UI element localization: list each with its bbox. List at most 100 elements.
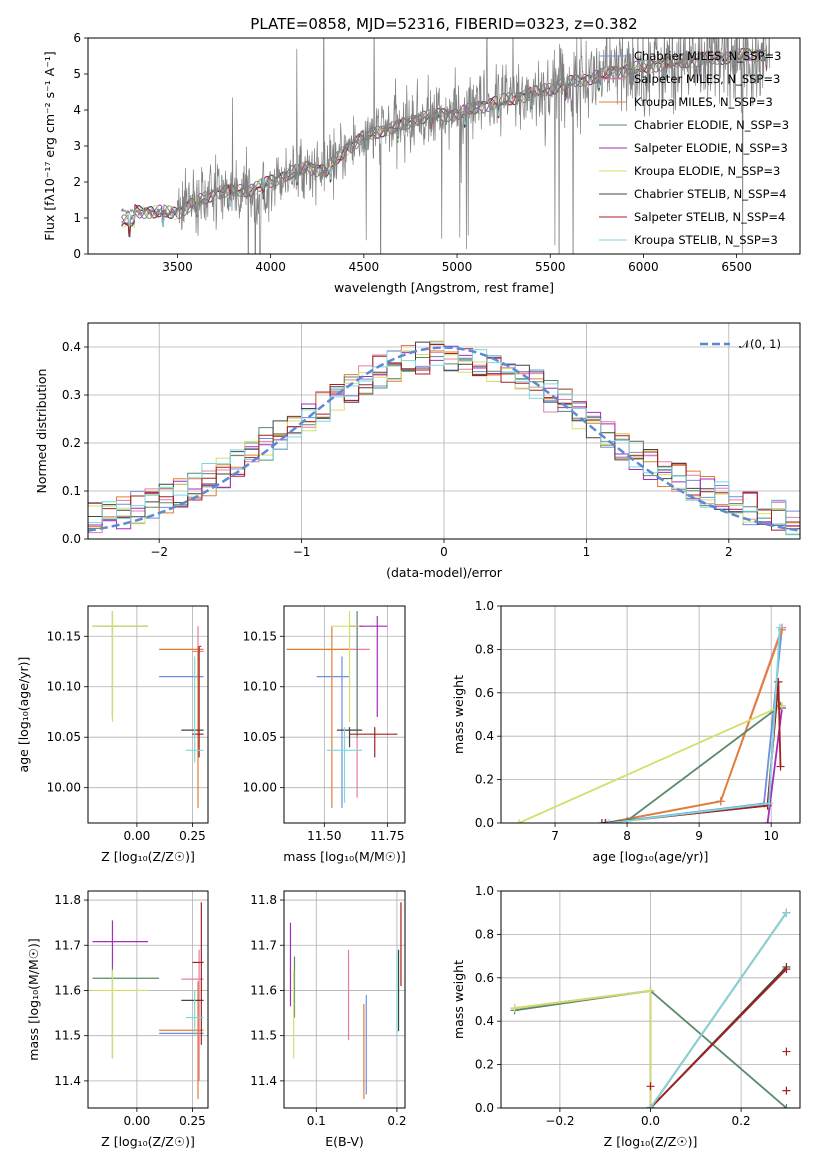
x-tick-label: 0.1 — [307, 1114, 326, 1128]
legend-label: 𝒩(0, 1) — [739, 337, 781, 351]
weight-marker — [782, 1086, 791, 1095]
histograms — [88, 340, 800, 536]
y-tick-label: 0.8 — [475, 642, 494, 656]
weight-line-5 — [518, 704, 783, 823]
ebv-mass-panel: 0.1 0.2 11.4 11.5 11.6 11.7 11.8 E(B-V) — [250, 890, 406, 1149]
y-tick-label: 10.05 — [243, 730, 277, 744]
y-tick-label: 0 — [73, 247, 81, 261]
y-tick-label: 0.4 — [475, 729, 494, 743]
chart-title: PLATE=0858, MJD=52316, FIBERID=0323, z=0… — [250, 15, 637, 33]
x-tick-label: 0.0 — [641, 1114, 660, 1128]
y-tick-label: 0.2 — [62, 436, 81, 450]
y-tick-label: 10.10 — [47, 680, 81, 694]
y-tick-label: 0.6 — [475, 686, 494, 700]
y-tick-label: 0.4 — [62, 340, 81, 354]
y-tick-label: 11.5 — [54, 1029, 81, 1043]
z-age-panel: 0.00 0.25 10.00 10.05 10.10 10.15 Z [log₁₀(Z/Z… — [16, 605, 209, 864]
y-tick-label: 0.6 — [475, 971, 494, 985]
legend-label: Kroupa ELODIE, N_SSP=3 — [634, 164, 780, 178]
weight-marker — [763, 819, 772, 823]
legend-label: Salpeter MILES, N_SSP=3 — [634, 72, 780, 86]
axes-frame — [500, 605, 801, 824]
y-tick-label: 0.4 — [475, 1014, 494, 1028]
z-massweight-panel: −0.2 0.0 0.2 0.0 0.2 0.4 0.6 0.8 1.0 Z [log₁₀(Z/Z… — [451, 884, 801, 1149]
x-tick-label: 11.75 — [370, 829, 404, 843]
y-tick-label: 10.05 — [47, 730, 81, 744]
y-tick-label: 11.4 — [250, 1074, 277, 1088]
y-tick-label: 11.6 — [250, 983, 277, 997]
y-tick-label: 11.4 — [54, 1074, 81, 1088]
y-axis-label: mass weight — [451, 960, 466, 1039]
weight-line-8 — [649, 912, 788, 1108]
weight-marker — [605, 819, 614, 823]
axes-frame — [500, 890, 801, 1109]
x-tick-label: 0.25 — [179, 829, 206, 843]
y-tick-label: 10.15 — [243, 629, 277, 643]
errorbars — [286, 611, 398, 808]
y-tick-label: 5 — [73, 67, 81, 81]
x-axis-label: Z [log₁₀(Z/Z☉)] — [101, 1134, 195, 1149]
axes-frame — [283, 605, 406, 824]
y-axis-label: Normed distribution — [34, 369, 49, 494]
x-tick-label: 2 — [725, 545, 733, 559]
x-tick-label: 10 — [764, 829, 779, 843]
axes-frame — [87, 890, 209, 1109]
histogram-8 — [88, 346, 800, 536]
x-axis-label: E(B-V) — [325, 1134, 364, 1149]
weight-marker — [782, 965, 791, 974]
x-axis-label: Z [log₁₀(Z/Z☉)] — [101, 849, 195, 864]
weight-marker — [716, 797, 725, 806]
weight-marker — [515, 819, 524, 823]
y-tick-label: 1 — [73, 211, 81, 225]
weight-line-3 — [626, 705, 782, 822]
mass-age-panel: 11.50 11.75 10.00 10.05 10.10 10.15 mass [log₁… — [243, 605, 406, 864]
y-tick-label: 0.0 — [475, 1101, 494, 1115]
x-tick-label: 0.00 — [124, 1114, 151, 1128]
x-tick-label: 7 — [551, 829, 559, 843]
y-axis-label: mass [log₁₀(M/M☉)] — [26, 938, 41, 1060]
x-tick-label: 0.00 — [124, 829, 151, 843]
weight-marker — [782, 908, 791, 917]
z-mass-panel: 0.00 0.25 11.4 11.5 11.6 11.7 11.8 Z [log₁₀(Z/Z… — [26, 890, 209, 1149]
normal-curve — [88, 346, 800, 532]
x-axis-label: age [log₁₀(age/yr)] — [593, 849, 709, 864]
y-tick-label: 10.00 — [243, 781, 277, 795]
legend-label: Chabrier ELODIE, N_SSP=3 — [634, 118, 789, 132]
y-axis-label: mass weight — [451, 675, 466, 754]
weight-marker — [597, 819, 606, 823]
x-tick-label: 8 — [623, 829, 631, 843]
weight-line-4 — [514, 989, 652, 1108]
y-tick-label: 0.0 — [475, 816, 494, 830]
weight-marker — [782, 1104, 791, 1108]
y-tick-label: 1.0 — [475, 884, 494, 898]
legend-label: Chabrier STELIB, N_SSP=4 — [634, 187, 786, 201]
y-tick-label: 3 — [73, 139, 81, 153]
axes-frame — [87, 37, 801, 255]
weight-marker — [646, 1104, 655, 1108]
y-tick-label: 11.7 — [54, 938, 81, 952]
model-lines — [121, 38, 771, 254]
legend-label: Salpeter STELIB, N_SSP=4 — [634, 210, 785, 224]
legend: Chabrier MILES, N_SSP=3 Salpeter MILES, N… — [599, 49, 789, 247]
age-massweight-panel: 7 8 9 10 0.0 0.2 0.4 0.6 0.8 1.0 age [log₁₀(age/yr… — [451, 599, 801, 864]
residuals-panel: −2 −1 0 1 2 0.0 0.1 0.2 0.3 0.4 (data-model)/error… — [34, 322, 801, 580]
x-tick-label: 3500 — [162, 260, 193, 274]
y-axis-label: age [log₁₀(age/yr)] — [16, 657, 31, 773]
y-tick-label: 6 — [73, 31, 81, 45]
y-tick-label: 11.6 — [54, 983, 81, 997]
legend-label: Salpeter ELODIE, N_SSP=3 — [634, 141, 788, 155]
errorbars — [289, 902, 402, 1099]
weight-line-2 — [605, 629, 783, 823]
weight-line-7 — [649, 968, 788, 1108]
x-tick-label: 5500 — [535, 260, 566, 274]
axes-frame — [87, 322, 801, 540]
x-tick-label: 11.50 — [307, 829, 341, 843]
observed-spectrum — [121, 38, 771, 254]
weight-marker — [765, 799, 774, 808]
legend-label: Kroupa STELIB, N_SSP=3 — [634, 233, 778, 247]
weight-marker — [510, 1004, 519, 1013]
errorbars — [92, 902, 204, 1099]
weight-marker — [646, 986, 655, 995]
x-tick-label: 0.2 — [732, 1114, 751, 1128]
